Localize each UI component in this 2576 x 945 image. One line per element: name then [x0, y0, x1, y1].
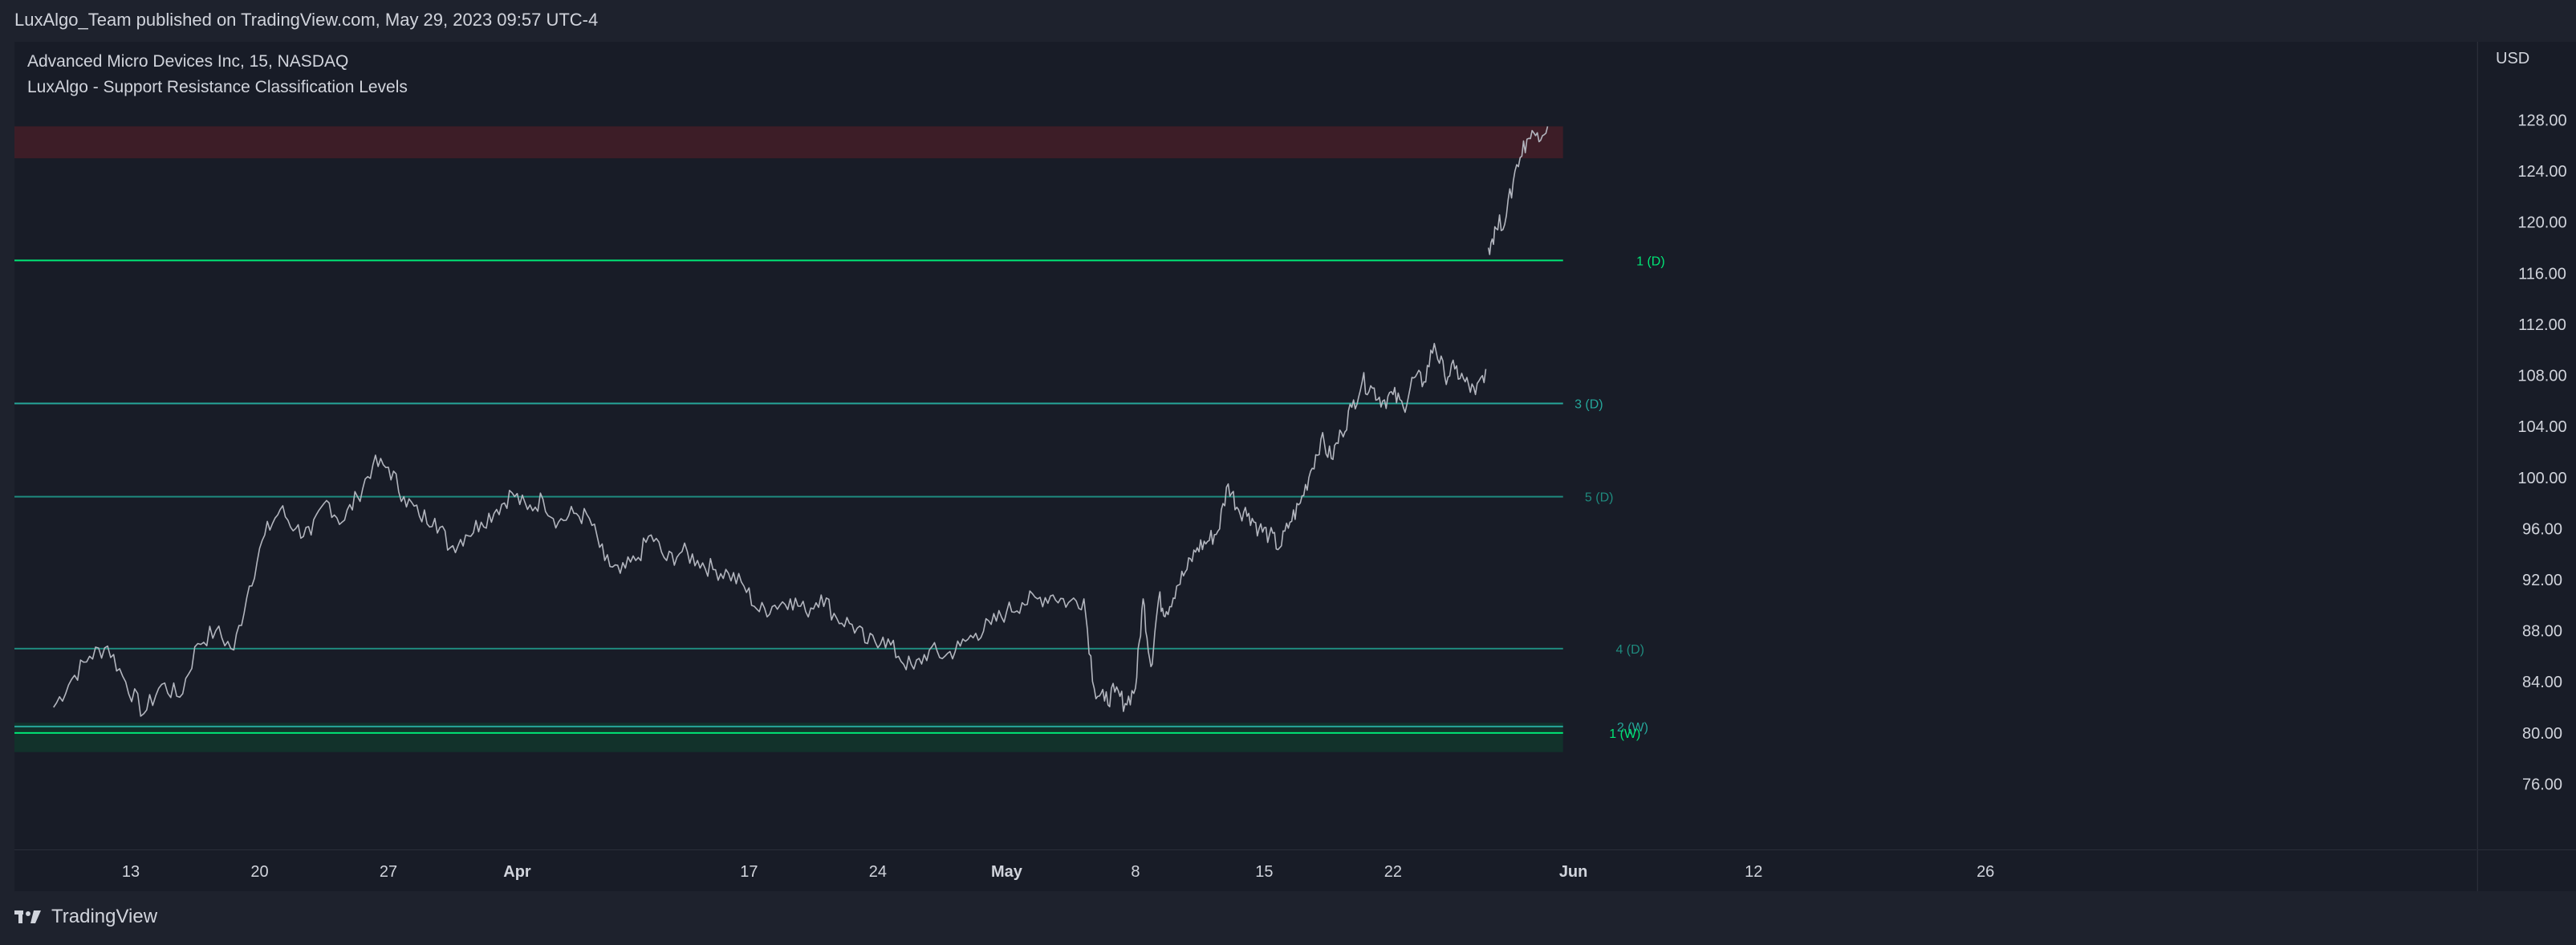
chart-pane[interactable]: [14, 42, 2476, 849]
tradingview-brand: TradingView: [51, 906, 158, 927]
symbol-legend[interactable]: Advanced Micro Devices Inc, 15, NASDAQ: [27, 52, 349, 71]
tradingview-logo[interactable]: TradingView: [14, 906, 157, 928]
publish-info: LuxAlgo_Team published on TradingView.co…: [14, 10, 599, 30]
time-scale[interactable]: [14, 849, 2476, 891]
price-scale[interactable]: [2477, 42, 2576, 849]
currency-label[interactable]: USD: [2496, 50, 2530, 67]
scale-corner: [2477, 849, 2576, 891]
tradingview-logo-icon: [14, 910, 41, 923]
publish-header: LuxAlgo_Team published on TradingView.co…: [0, 0, 2576, 42]
indicator-legend[interactable]: LuxAlgo - Support Resistance Classificat…: [27, 78, 408, 96]
